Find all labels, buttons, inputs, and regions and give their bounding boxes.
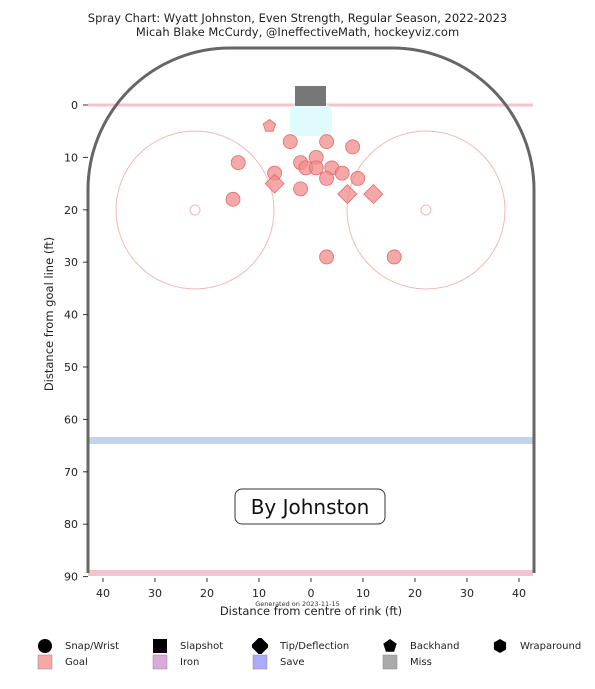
right-faceoff-dot: [420, 204, 432, 216]
shot-point: [308, 160, 324, 176]
legend-square-icon-label: Slapshot: [180, 640, 224, 652]
y-tick-label: 10: [64, 151, 78, 164]
x-tick-label: 20: [408, 587, 422, 600]
legend-miss-swatch-marker: [382, 654, 398, 670]
shot-points: [225, 119, 402, 265]
watermark-label: By Johnston: [251, 495, 370, 519]
legend-circle-icon: Snap/Wrist: [37, 638, 119, 654]
legend-pentagon-icon-marker: [383, 639, 397, 652]
chart-subtitle: Micah Blake McCurdy, @IneffectiveMath, h…: [135, 25, 460, 39]
legend-hexagon-icon: Wraparound: [492, 638, 581, 654]
shot-point: [319, 249, 335, 265]
y-tick-label: 40: [64, 309, 78, 322]
shot-point: [264, 173, 285, 194]
shot-point: [282, 134, 298, 150]
generated-note: Generated on 2023-11-15: [255, 600, 340, 608]
legend-square-icon-marker: [153, 639, 167, 653]
x-tick-label: 30: [148, 587, 162, 600]
legend-diamond-icon-label: Tip/Deflection: [280, 640, 350, 652]
x-axis-label: Distance from centre of rink (ft): [220, 604, 402, 618]
shot-point: [350, 170, 366, 186]
y-tick-label: 30: [64, 256, 78, 269]
legend-circle-icon-marker: [38, 639, 52, 653]
legend-pentagon-icon: Backhand: [382, 638, 459, 654]
legend-outcomes: Goal Iron Save Miss: [0, 654, 595, 670]
shot-point: [386, 249, 402, 265]
shot-point: [345, 139, 361, 155]
y-tick-label: 90: [64, 571, 78, 584]
x-tick-label: 30: [460, 587, 474, 600]
y-tick-label: 70: [64, 466, 78, 479]
red-line: [88, 570, 533, 576]
y-tick-label: 80: [64, 518, 78, 531]
x-tick-label: 20: [200, 587, 214, 600]
blue-line: [88, 437, 533, 444]
legend-save-swatch-label: Save: [280, 656, 305, 668]
shot-point: [225, 191, 241, 207]
legend-square-icon: Slapshot: [152, 638, 223, 654]
y-tick-label: 60: [64, 413, 78, 426]
left-faceoff-circle: [115, 130, 275, 290]
legend-save-swatch-marker: [252, 654, 268, 670]
rink-lines: [88, 86, 533, 576]
axis-ticks: 40 30 20 10 0 10 20 30 40 0 10 20 30 40 50 60 70 80 90: [64, 99, 526, 600]
left-faceoff-dot: [189, 204, 201, 216]
legend-circle-icon-label: Snap/Wrist: [65, 640, 119, 652]
x-tick-label: 0: [308, 587, 315, 600]
x-tick-label: 40: [512, 587, 526, 600]
legend-goal-swatch-label: Goal: [65, 656, 88, 668]
legend-diamond-icon: Tip/Deflection: [252, 638, 349, 654]
y-tick-label: 20: [64, 204, 78, 217]
shot-point: [262, 119, 277, 132]
net: [295, 86, 326, 106]
legend-iron-swatch-marker: [152, 654, 168, 670]
y-tick-label: 50: [64, 361, 78, 374]
crease: [290, 104, 332, 136]
legend-hexagon-icon-marker: [493, 639, 507, 653]
x-tick-label: 10: [252, 587, 266, 600]
shot-point: [334, 165, 350, 181]
shot-point: [293, 181, 309, 197]
shot-point: [319, 170, 335, 186]
legend-hexagon-icon-label: Wraparound: [520, 640, 582, 652]
watermark-box: By Johnston: [234, 488, 386, 525]
right-faceoff-circle: [346, 130, 506, 290]
y-axis-label: Distance from goal line (ft): [42, 237, 56, 391]
legend-shot-types: Snap/Wrist Slapshot Tip/Deflection Backhand…: [0, 638, 595, 654]
legend-pentagon-icon-label: Backhand: [410, 640, 460, 652]
shot-point: [363, 184, 384, 205]
legend-iron-swatch-label: Iron: [180, 656, 200, 668]
legend-miss-swatch: Miss: [382, 654, 432, 670]
shot-point: [230, 155, 246, 171]
shot-point: [319, 134, 335, 150]
y-tick-label: 0: [71, 99, 78, 112]
legend-save-swatch: Save: [252, 654, 305, 670]
shot-point: [337, 184, 358, 205]
chart-title: Spray Chart: Wyatt Johnston, Even Streng…: [87, 11, 508, 25]
legend-goal-swatch-marker: [37, 654, 53, 670]
x-tick-label: 10: [356, 587, 370, 600]
legend-diamond-icon-marker: [252, 638, 268, 654]
x-tick-label: 40: [96, 587, 110, 600]
legend-miss-swatch-label: Miss: [410, 656, 432, 668]
chart-title-block: Spray Chart: Wyatt Johnston, Even Streng…: [0, 11, 595, 39]
rink-boards: [86, 46, 536, 573]
legend-iron-swatch: Iron: [152, 654, 199, 670]
legend-goal-swatch: Goal: [37, 654, 88, 670]
